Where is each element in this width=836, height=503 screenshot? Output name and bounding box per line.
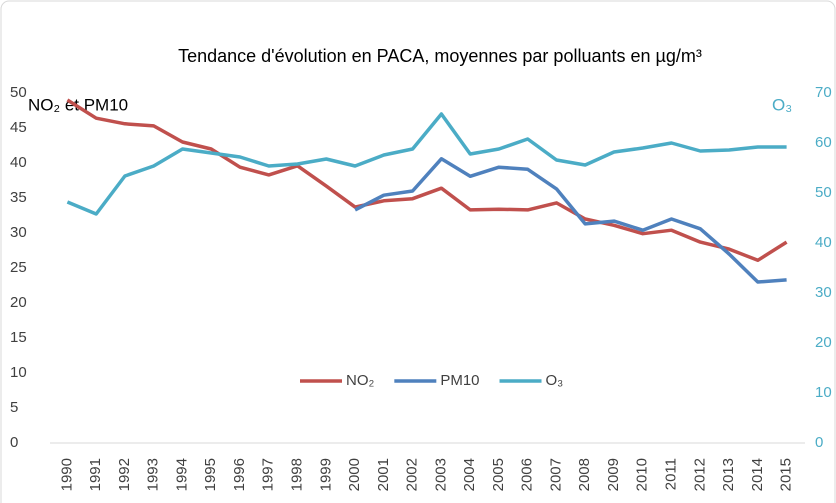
y2-axis-label: O₃ [772,95,792,114]
y2-tick-label: 10 [815,384,832,401]
x-tick-label: 2007 [547,458,564,491]
x-tick-label: 2011 [663,458,680,490]
series-line [66,98,788,263]
y-tick-label: 50 [10,84,27,101]
x-tick-label: 1999 [317,458,334,491]
y-tick-label: 0 [10,434,18,451]
x-tick-label: 1990 [58,458,75,491]
y-tick-label: 15 [10,329,27,346]
x-tick-label: 1998 [289,458,306,491]
x-tick-label: 1994 [173,458,190,491]
y-tick-label: 20 [10,294,27,311]
chart-title: Tendance d'évolution en PACA, moyennes p… [178,46,702,66]
x-tick-label: 1996 [231,458,248,491]
legend-label: PM10 [440,372,479,389]
series-line [354,157,787,284]
y2-tick-label: 60 [815,134,832,151]
x-tick-label: 2002 [404,458,421,491]
x-tick-label: 2015 [778,458,795,491]
y-tick-label: 5 [10,399,18,416]
x-tick-label: 2003 [432,458,449,491]
x-tick-label: 2001 [375,458,392,491]
x-tick-label: 1992 [116,458,133,491]
y-tick-label: 35 [10,189,27,206]
x-tick-label: 2013 [720,458,737,491]
y-tick-label: 30 [10,224,27,241]
y-tick-label: 45 [10,119,27,136]
x-tick-label: 2014 [749,458,766,491]
y2-tick-label: 50 [815,184,832,201]
x-tick-label: 2008 [576,458,593,491]
x-tick-label: 1995 [202,458,219,491]
x-tick-label: 1991 [87,458,104,491]
series-line [66,112,787,216]
legend-label: NO₂ [346,372,375,389]
legend-label: O₃ [546,372,564,389]
y2-tick-label: 40 [815,234,832,251]
x-tick-label: 2012 [691,458,708,491]
x-tick-label: 1997 [260,458,277,491]
x-tick-label: 2006 [519,458,536,491]
y-tick-label: 25 [10,259,27,276]
y2-tick-label: 30 [815,284,832,301]
y2-tick-label: 70 [815,84,832,101]
y2-tick-label: 0 [815,434,823,451]
x-tick-label: 2005 [490,458,507,491]
x-tick-label: 2004 [461,458,478,491]
x-tick-label: 2010 [634,458,651,491]
x-tick-label: 2009 [605,458,622,491]
x-tick-label: 1993 [145,458,162,491]
x-tick-label: 2000 [346,458,363,491]
y-tick-label: 10 [10,364,27,381]
y-tick-label: 40 [10,154,27,171]
y2-tick-label: 20 [815,334,832,351]
